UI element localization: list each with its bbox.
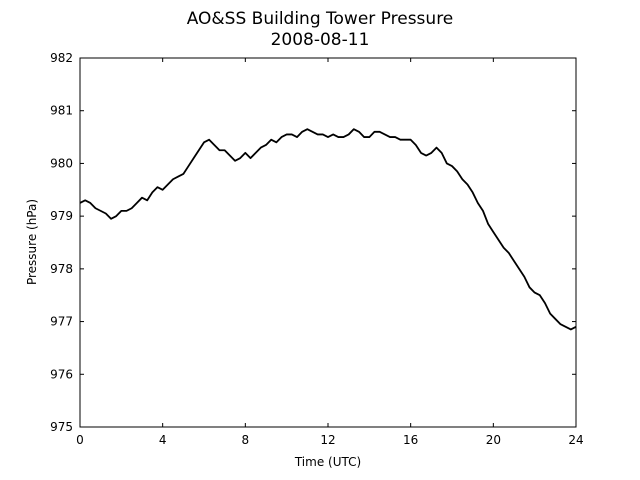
x-axis-label: Time (UTC) — [294, 455, 361, 469]
y-tick-label: 976 — [50, 367, 73, 381]
pressure-line — [79, 128, 577, 331]
y-axis: 975 976 977 978 979 980 981 982 — [50, 51, 576, 434]
y-tick-label: 975 — [50, 420, 73, 434]
y-axis-label: Pressure (hPa) — [25, 199, 39, 285]
y-tick-label: 978 — [50, 262, 73, 276]
x-tick-label: 24 — [568, 433, 583, 447]
y-tick-label: 980 — [50, 156, 73, 170]
x-tick-label: 8 — [242, 433, 250, 447]
y-tick-label: 982 — [50, 51, 73, 65]
chart-title: AO&SS Building Tower Pressure — [187, 9, 454, 29]
plot-area — [79, 57, 577, 428]
x-tick-label: 12 — [320, 433, 335, 447]
plot-frame — [79, 57, 577, 428]
x-tick-label: 20 — [486, 433, 501, 447]
y-tick-label: 977 — [50, 315, 73, 329]
x-tick-label: 4 — [159, 433, 167, 447]
x-tick-label: 16 — [403, 433, 418, 447]
y-tick-label: 981 — [50, 104, 73, 118]
x-axis: 0 4 8 12 16 20 24 — [76, 58, 584, 447]
chart-subtitle: 2008-08-11 — [271, 30, 370, 50]
y-tick-label: 979 — [50, 209, 73, 223]
x-tick-label: 0 — [76, 433, 84, 447]
